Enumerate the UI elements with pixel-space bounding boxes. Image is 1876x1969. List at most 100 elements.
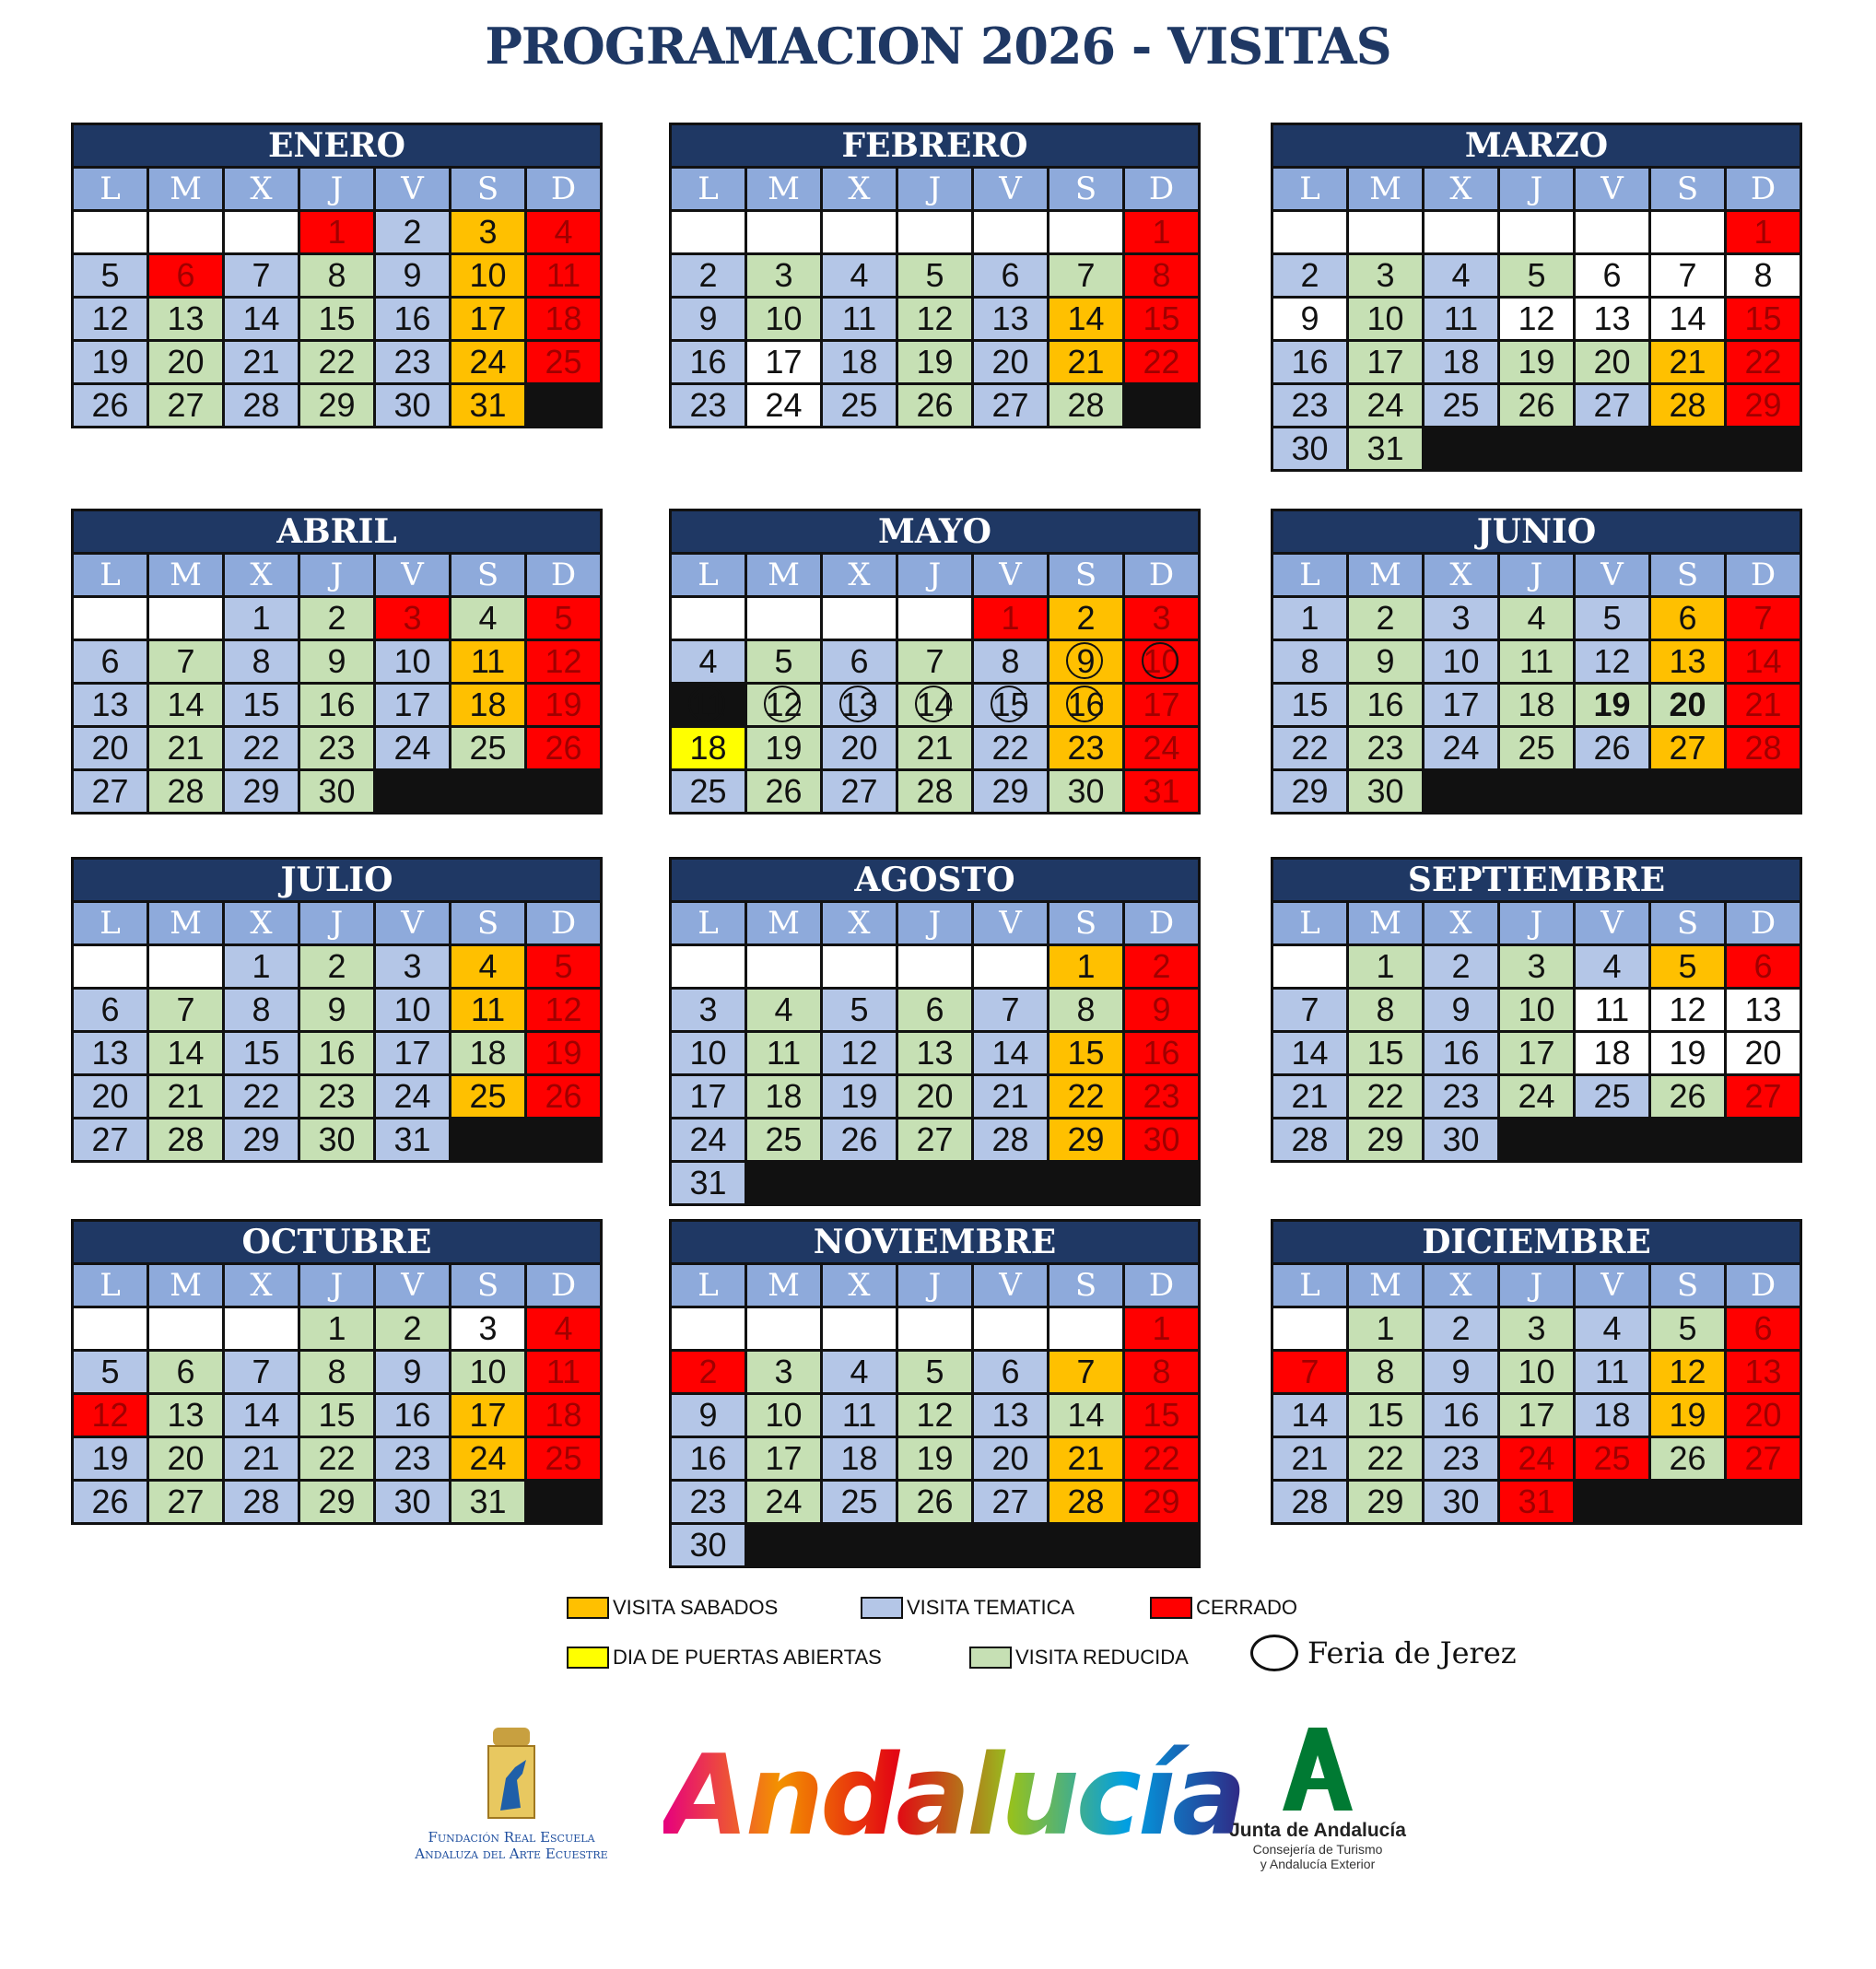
day-cell: 13 (1651, 641, 1724, 682)
weekday: D (1727, 903, 1800, 943)
day-cell: 23 (376, 342, 449, 382)
day-cell: 30 (1425, 1119, 1497, 1160)
legend-label: CERRADO (1196, 1596, 1298, 1619)
day-cell: 6 (149, 255, 222, 296)
day-cell: 11 (1425, 299, 1497, 339)
day-cell: 4 (1576, 946, 1648, 987)
day-cell: 9 (672, 1395, 745, 1436)
day-cell (898, 212, 971, 252)
day-cell: 30 (300, 771, 373, 812)
weekday: L (1273, 555, 1346, 595)
month-calendar: ENERO L M X J V S D 1 2 3 4 5 6 7 8 9 10 11 12 13 14 15 16 17 18 1… (71, 123, 603, 428)
day-cell: 19 (1651, 1033, 1724, 1073)
feria-circle (839, 686, 876, 722)
day-cell (898, 946, 971, 987)
weekday: M (1349, 555, 1422, 595)
day-cell: 26 (527, 728, 600, 768)
day-cell: 18 (1425, 342, 1497, 382)
day-cell: 28 (1049, 385, 1122, 426)
day-cell: 1 (1349, 946, 1422, 987)
day-cell: 23 (1425, 1438, 1497, 1479)
month-name: ENERO (74, 125, 600, 166)
day-cell: 9 (1349, 641, 1422, 682)
day-cell: 2 (1049, 598, 1122, 639)
day-cell: 16 (1125, 1033, 1198, 1073)
day-cell: 7 (1273, 1352, 1346, 1392)
day-cell (74, 946, 147, 987)
day-cell: 20 (74, 1076, 147, 1117)
consejeria-line: y Andalucía Exterior (1260, 1857, 1376, 1871)
day-cell: 22 (1125, 1438, 1198, 1479)
day-cell: 22 (300, 1438, 373, 1479)
day-cell: 3 (1349, 255, 1422, 296)
feria-circle (991, 686, 1027, 722)
weekday: D (1125, 1265, 1198, 1306)
weekday: M (747, 1265, 820, 1306)
weekday: V (974, 555, 1047, 595)
day-cell: 25 (1425, 385, 1497, 426)
weekday: X (823, 1265, 896, 1306)
day-cell: 11 (823, 299, 896, 339)
day-cell: 14 (225, 1395, 298, 1436)
day-cell: 4 (451, 946, 524, 987)
day-cell: 25 (451, 728, 524, 768)
day-cell: 17 (451, 299, 524, 339)
day-cell: 9 (376, 1352, 449, 1392)
day-cell (823, 1308, 896, 1349)
day-cell (1425, 212, 1497, 252)
day-cell (672, 212, 745, 252)
day-cell: 15 (225, 685, 298, 725)
weekday: D (1125, 903, 1198, 943)
month-calendar: JULIO L M X J V S D 1 2 3 4 5 6 7 8 9 10 11 12 13 14 15 16 17 18 1… (71, 857, 603, 1163)
day-cell: 17 (1500, 1395, 1573, 1436)
day-cell: 21 (1651, 342, 1724, 382)
day-cell (149, 946, 222, 987)
month-name: OCTUBRE (74, 1222, 600, 1262)
day-cell: 4 (1500, 598, 1573, 639)
day-cell (974, 946, 1047, 987)
day-cell: 7 (1273, 990, 1346, 1030)
month-name: SEPTIEMBRE (1273, 860, 1800, 900)
weekday: J (300, 169, 373, 209)
month-calendar: MARZO L M X J V S D 1 2 3 4 5 6 7 8 9 10 11 12 13 14 15 16 17 18 1… (1271, 123, 1802, 472)
day-cell: 7 (898, 641, 971, 682)
month-calendar: FEBRERO L M X J V S D 1 2 3 4 5 6 7 8 9 10 11 12 13 14 15 16 17 1… (669, 123, 1201, 428)
weekday: S (1651, 1265, 1724, 1306)
day-cell: 11 (672, 685, 745, 725)
day-cell: 2 (1273, 255, 1346, 296)
day-cell: 3 (376, 946, 449, 987)
day-cell (1349, 212, 1422, 252)
weekday: J (898, 903, 971, 943)
day-cell: 9 (672, 299, 745, 339)
day-cell: 18 (672, 728, 745, 768)
day-cell: 8 (225, 641, 298, 682)
day-cell: 13 (823, 685, 896, 725)
day-cell: 4 (823, 255, 896, 296)
day-cell: 19 (74, 342, 147, 382)
month-name: FEBRERO (672, 125, 1198, 166)
day-cell: 8 (1125, 1352, 1198, 1392)
day-cell: 23 (1273, 385, 1346, 426)
day-cell: 15 (1125, 299, 1198, 339)
day-cell: 15 (1125, 1395, 1198, 1436)
day-cell: 14 (1049, 299, 1122, 339)
weekday: D (1727, 555, 1800, 595)
day-cell: 4 (1576, 1308, 1648, 1349)
weekday: J (300, 903, 373, 943)
day-cell: 29 (225, 1119, 298, 1160)
month-calendar: NOVIEMBRE L M X J V S D 1 2 3 4 5 6 7 8 9 10 11 12 13 14 15 16 1… (669, 1219, 1201, 1568)
weekday: J (300, 555, 373, 595)
day-cell: 11 (527, 1352, 600, 1392)
day-cell: 16 (1349, 685, 1422, 725)
day-cell: 16 (300, 1033, 373, 1073)
day-cell: 11 (1500, 641, 1573, 682)
day-cell: 9 (1425, 1352, 1497, 1392)
weekday: X (1425, 169, 1497, 209)
legend-label: VISITA REDUCIDA (1015, 1646, 1189, 1669)
day-cell (1049, 212, 1122, 252)
junta-name: Junta de Andalucía (1229, 1820, 1406, 1841)
day-cell: 21 (225, 1438, 298, 1479)
month-calendar: DICIEMBRE L M X J V S D 1 2 3 4 5 6 7 8 9 10 11 12 13 14 15 16 1… (1271, 1219, 1802, 1525)
day-cell: 30 (376, 385, 449, 426)
weekday: J (1500, 555, 1573, 595)
